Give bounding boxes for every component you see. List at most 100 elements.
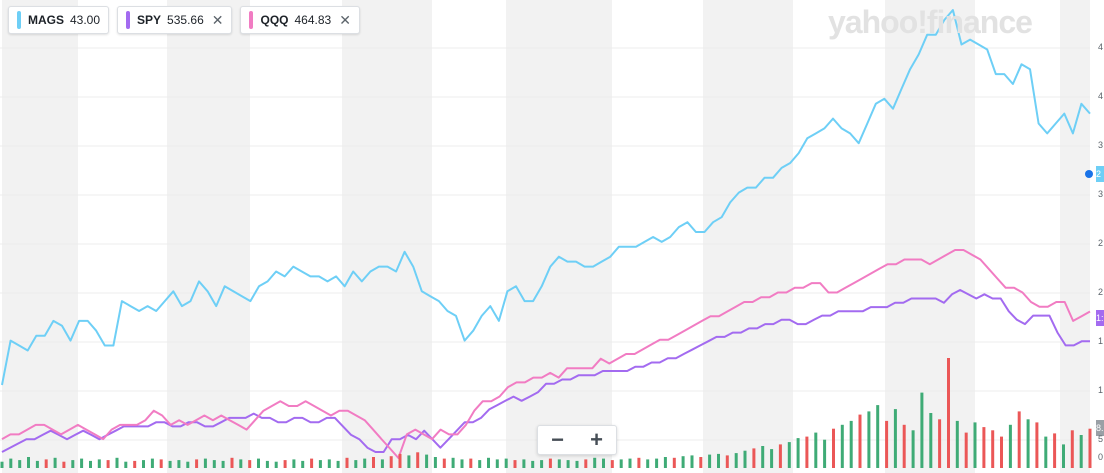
volume-bar	[947, 358, 950, 468]
volume-bar	[265, 460, 269, 468]
background-band	[342, 0, 432, 473]
volume-bar	[1044, 436, 1048, 468]
volume-bar	[27, 457, 30, 468]
series-color-swatch	[126, 11, 131, 29]
volume-bar	[433, 457, 437, 468]
volume-bar	[1035, 422, 1039, 468]
y-axis-tick: 2	[1098, 287, 1104, 297]
volume-bar	[62, 461, 66, 468]
volume-bar	[752, 448, 756, 468]
comparison-legend: MAGS 43.00 SPY 535.66 ✕ QQQ 464.83 ✕	[8, 6, 360, 34]
volume-bar	[885, 420, 889, 468]
y-axis-tick: 1	[1098, 336, 1104, 346]
volume-bar	[363, 458, 367, 468]
volume-bar	[699, 457, 703, 468]
volume-bar	[725, 455, 729, 468]
remove-spy-close-icon[interactable]: ✕	[211, 11, 224, 28]
volume-bar	[593, 457, 597, 468]
volume-bar	[301, 460, 305, 468]
volume-bar	[1026, 419, 1030, 468]
legend-chip-spy[interactable]: SPY 535.66 ✕	[117, 6, 233, 34]
volume-bar	[310, 458, 314, 468]
series-line-mags	[1, 9, 1091, 386]
volume-bar	[327, 459, 331, 468]
volume-bar	[1053, 433, 1057, 468]
legend-value: 464.83	[294, 13, 332, 27]
volume-bar	[283, 460, 287, 468]
volume-bar	[274, 461, 278, 468]
volume-bar	[619, 459, 623, 468]
volume-bar	[150, 458, 154, 468]
legend-symbol: QQQ	[260, 13, 289, 27]
volume-bar	[89, 460, 92, 468]
volume-bar	[239, 459, 243, 468]
volume-bar	[18, 460, 22, 468]
volume-bar	[35, 460, 39, 468]
volume-bar	[867, 411, 871, 468]
volume-bar	[159, 459, 163, 468]
volume-bar	[389, 456, 393, 468]
volume-bar	[97, 459, 101, 468]
volume-bar	[849, 420, 853, 468]
volume-bar	[1088, 428, 1092, 468]
volume-bar	[1000, 436, 1003, 468]
volume-bar	[71, 460, 75, 468]
volume-bar	[0, 461, 4, 468]
volume-bar	[195, 459, 199, 468]
volume-bar	[938, 419, 942, 468]
spy-price-tag: 1:	[1096, 310, 1104, 326]
volume-bar	[513, 460, 517, 468]
volume-bar	[628, 458, 632, 468]
volume-bar	[920, 392, 924, 468]
volume-bar	[257, 458, 260, 468]
volume-bar	[646, 459, 650, 468]
volume-bar	[991, 430, 995, 468]
volume-price-tag: 8.	[1096, 420, 1104, 436]
volume-bar	[964, 432, 968, 468]
volume-bar	[133, 460, 137, 468]
series-color-swatch	[17, 11, 21, 29]
volume-bar	[354, 460, 358, 468]
volume-bar	[796, 438, 800, 468]
background-band	[167, 0, 250, 473]
volume-bar	[504, 458, 508, 468]
volume-bar	[823, 439, 827, 468]
volume-bar	[416, 452, 420, 468]
volume-bar	[717, 453, 720, 468]
background-band	[506, 0, 612, 473]
volume-bar	[336, 460, 340, 468]
volume-bar	[973, 422, 977, 468]
volume-bar	[495, 459, 499, 468]
volume-bar	[876, 405, 880, 468]
volume-bar	[398, 453, 402, 468]
remove-qqq-close-icon[interactable]: ✕	[339, 11, 351, 28]
legend-chip-mags[interactable]: MAGS 43.00	[8, 6, 110, 34]
volume-bar	[814, 432, 818, 468]
y-axis-tick: 3	[1098, 189, 1104, 199]
series-line-spy	[1, 289, 1090, 453]
volume-bar	[743, 450, 747, 468]
zoom-out-button[interactable]: −	[551, 427, 564, 452]
volume-bar	[425, 454, 429, 468]
zoom-in-button[interactable]: +	[590, 427, 603, 452]
legend-value: 535.66	[167, 13, 204, 27]
volume-bar	[584, 459, 588, 468]
legend-symbol: SPY	[137, 13, 162, 27]
volume-bar	[372, 457, 375, 468]
volume-bar	[1062, 444, 1065, 468]
volume-bar	[44, 459, 48, 468]
volume-bar	[168, 460, 172, 468]
volume-bar	[212, 460, 216, 468]
background-band	[1060, 0, 1090, 473]
y-axis-tick: 0	[1098, 452, 1104, 462]
volume-bar	[734, 453, 738, 468]
legend-chip-qqq[interactable]: QQQ 464.83 ✕	[240, 6, 360, 34]
volume-bar	[778, 444, 782, 468]
volume-bar	[106, 460, 110, 468]
volume-bar	[902, 424, 906, 468]
volume-bar	[442, 458, 446, 468]
volume-bar	[53, 457, 57, 468]
volume-bar	[221, 460, 225, 468]
